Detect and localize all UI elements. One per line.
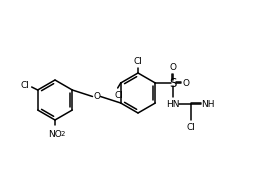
Text: S: S [170,76,177,89]
Text: Cl: Cl [20,81,29,89]
Text: O: O [93,92,100,101]
Text: 2: 2 [60,132,65,137]
Text: NH: NH [201,100,215,108]
Text: HN: HN [167,100,180,108]
Text: O: O [170,62,177,71]
Text: O: O [183,78,190,87]
Text: NO: NO [48,130,62,139]
Text: Cl: Cl [187,123,196,132]
Text: Cl: Cl [134,57,142,65]
Text: Cl: Cl [114,91,123,100]
